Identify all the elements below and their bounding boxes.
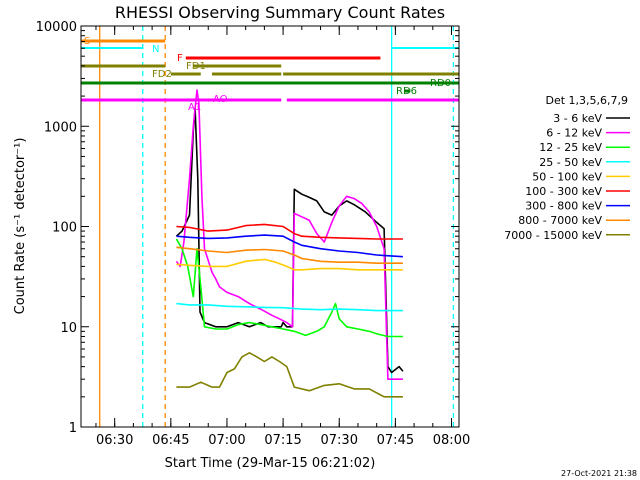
flag-label: RD6 — [396, 86, 417, 97]
legend-label: 800 - 7000 keV — [518, 214, 602, 227]
flag-label: S — [84, 36, 90, 47]
legend-label: 100 - 300 keV — [525, 185, 602, 198]
x-tick-label: 08:00 — [433, 433, 470, 448]
legend-label: 3 - 6 keV — [553, 112, 602, 125]
y-tick-label: 1 — [69, 421, 77, 436]
y-tick-label: 10000 — [36, 20, 77, 35]
legend-label: 7000 - 15000 keV — [504, 229, 602, 242]
series-line — [176, 246, 403, 265]
x-tick-label: 07:45 — [377, 433, 414, 448]
series-line — [176, 234, 403, 258]
legend-label: 300 - 800 keV — [525, 200, 602, 213]
axes: 1 10 100 1000 10000 06:30 06:45 07:00 07:15 07:30… — [36, 20, 471, 448]
x-tick-label: 07:30 — [321, 433, 358, 448]
flag-label: N — [152, 44, 159, 55]
series-line — [175, 238, 403, 338]
chart-title: RHESSI Observing Summary Count Rates — [115, 3, 445, 22]
series-line — [176, 302, 403, 312]
flag-label: RD0 — [430, 78, 451, 89]
series-line — [176, 351, 403, 398]
flag-label: AO — [213, 94, 228, 105]
y-tick-label: 10 — [60, 321, 77, 336]
footer-date: 27-Oct-2021 21:38 — [561, 469, 637, 478]
x-tick-label: 07:00 — [208, 433, 245, 448]
x-axis-label: Start Time (29-Mar-15 06:21:02) — [165, 456, 376, 471]
series-line — [176, 223, 403, 240]
y-tick-label: 100 — [52, 221, 77, 236]
x-tick-label: 06:45 — [152, 433, 189, 448]
legend-label: 25 - 50 keV — [539, 156, 602, 169]
legend-label: 6 - 12 keV — [546, 127, 602, 140]
series-line — [175, 107, 404, 374]
y-tick-label: 1000 — [44, 120, 77, 135]
legend-label: 50 - 100 keV — [532, 170, 602, 183]
x-tick-label: 06:30 — [96, 433, 133, 448]
flag-label: FD2 — [152, 69, 172, 80]
flag-label: FD1 — [186, 61, 206, 72]
flag-label: F — [177, 53, 183, 64]
y-axis-label: Count Rate (s⁻¹ detector⁻¹) — [13, 138, 28, 315]
legend-label: 12 - 25 keV — [539, 141, 602, 154]
x-tick-label: 07:15 — [264, 433, 301, 448]
legend-title: Det 1,3,5,6,7,9 — [545, 94, 628, 107]
series-line — [176, 258, 403, 271]
series-line — [175, 89, 403, 381]
